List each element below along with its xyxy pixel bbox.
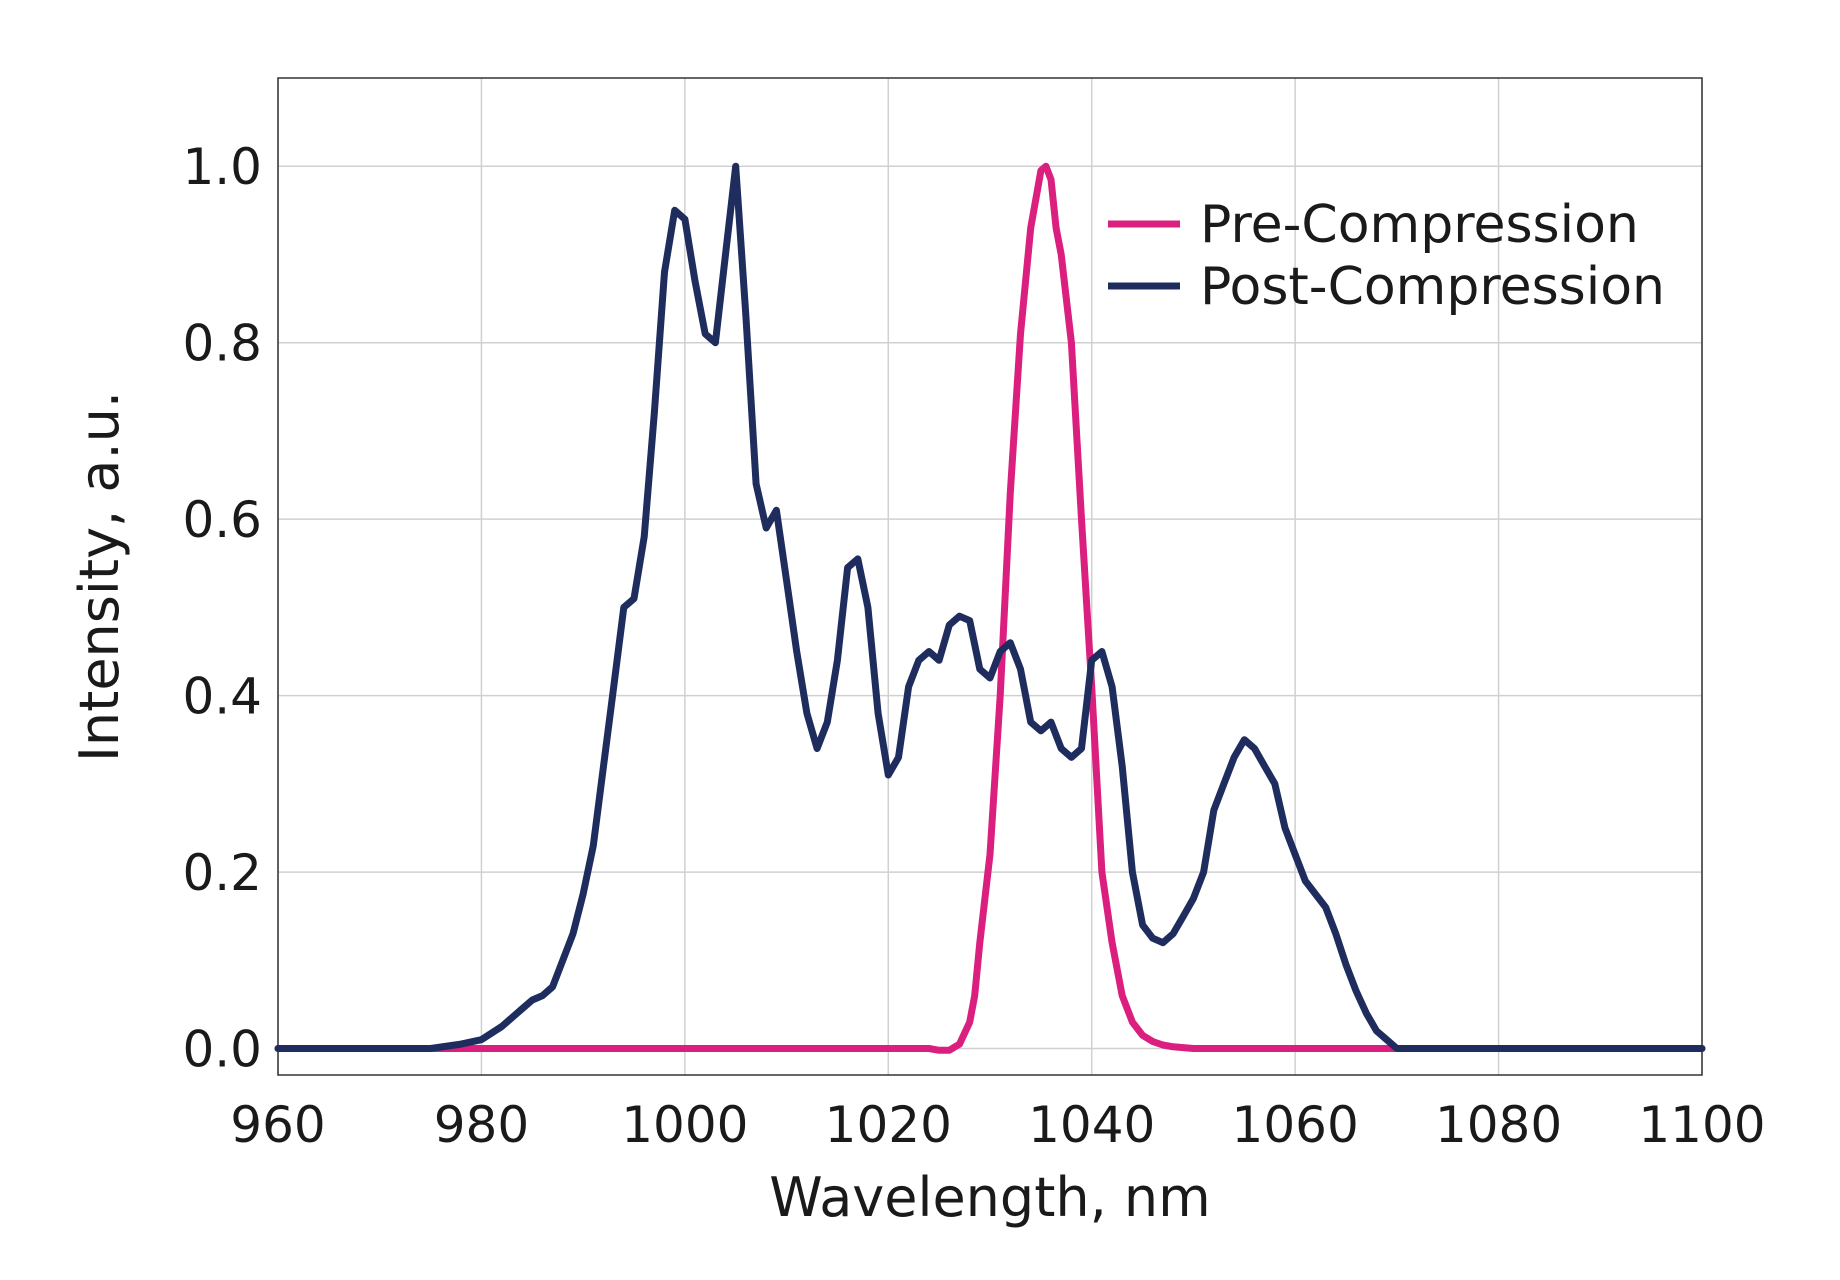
grid bbox=[277, 78, 1703, 1075]
y-tick-label: 0.6 bbox=[182, 491, 262, 549]
x-tick-label: 1000 bbox=[621, 1096, 748, 1154]
x-tick-label: 1020 bbox=[825, 1096, 952, 1154]
legend-label-post-compression: Post-Compression bbox=[1200, 257, 1665, 317]
y-axis-title: Intensity, a.u. bbox=[68, 391, 131, 762]
y-tick-label: 0.8 bbox=[182, 315, 262, 373]
x-tick-label: 960 bbox=[230, 1096, 325, 1154]
y-axis-ticks: 0.0 0.2 0.4 0.6 0.8 1.0 bbox=[182, 138, 262, 1078]
series-line-post-compression bbox=[274, 162, 1706, 1052]
y-tick-label: 0.2 bbox=[182, 844, 262, 902]
x-tick-label: 980 bbox=[434, 1096, 529, 1154]
x-tick-label: 1080 bbox=[1435, 1096, 1562, 1154]
y-tick-label: 1.0 bbox=[182, 138, 262, 196]
y-tick-label: 0.4 bbox=[182, 668, 262, 726]
x-axis-title: Wavelength, nm bbox=[769, 1166, 1211, 1229]
legend-label-pre-compression: Pre-Compression bbox=[1200, 195, 1639, 255]
series-line-pre-compression bbox=[274, 162, 1706, 1054]
plot-area-frame bbox=[277, 77, 1703, 1076]
x-tick-label: 1100 bbox=[1638, 1096, 1765, 1154]
y-tick-label: 0.0 bbox=[182, 1021, 262, 1079]
x-axis-ticks: 960 980 1000 1020 1040 1060 1080 1100 bbox=[230, 1096, 1765, 1154]
series-lines bbox=[274, 162, 1706, 1054]
x-tick-label: 1040 bbox=[1028, 1096, 1155, 1154]
x-tick-label: 1060 bbox=[1232, 1096, 1359, 1154]
